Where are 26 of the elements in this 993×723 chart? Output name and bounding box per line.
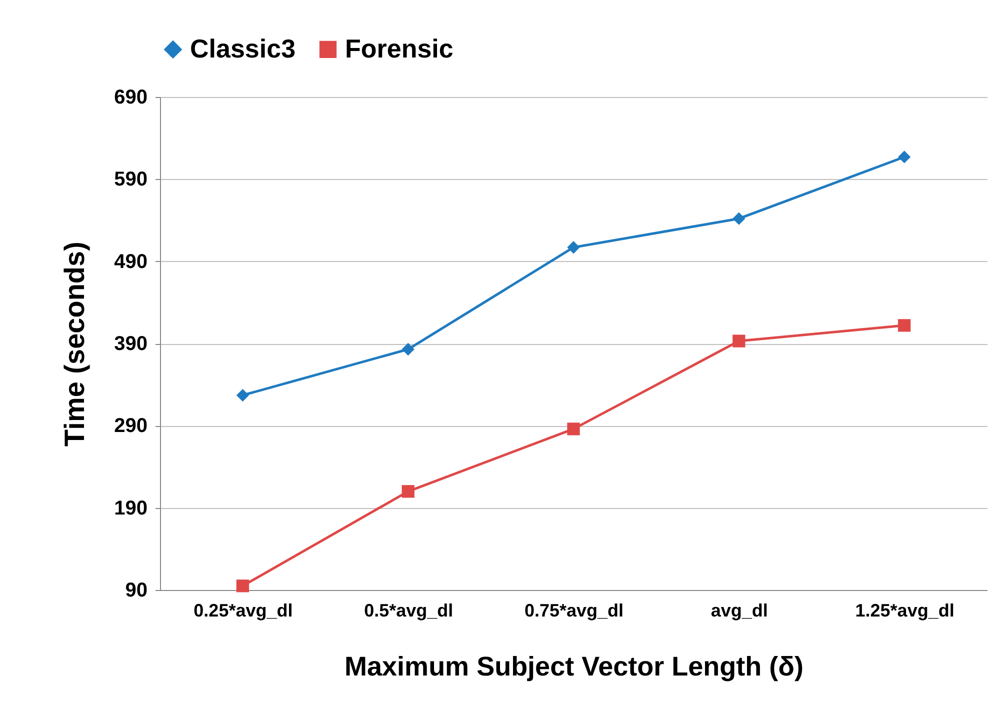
- x-axis-title: Maximum Subject Vector Length (δ): [344, 652, 804, 682]
- point: [236, 580, 250, 592]
- point: [567, 422, 580, 436]
- point: [402, 342, 414, 356]
- x-tick-label: 1.25*avg_dl: [855, 600, 954, 620]
- legend-label: Forensic: [345, 33, 454, 64]
- y-tick-label: 690: [114, 86, 148, 108]
- point: [898, 150, 911, 164]
- y-tick-label: 490: [114, 250, 148, 273]
- point: [898, 319, 911, 332]
- x-tick-label: 0.25*avg_dl: [194, 600, 293, 620]
- point: [567, 241, 580, 254]
- legend-label: Classic3: [190, 33, 296, 64]
- y-tick-label: 390: [114, 333, 148, 355]
- point: [402, 485, 414, 498]
- point: [732, 334, 746, 348]
- x-tick-label: 0.75*avg_dl: [524, 600, 624, 620]
- y-axis-title: Time (seconds): [59, 242, 90, 446]
- point: [732, 212, 746, 225]
- x-tick-label: 0.5*avg_dl: [364, 600, 454, 620]
- y-tick-label: 90: [125, 580, 148, 602]
- y-tick-label: 290: [114, 415, 148, 438]
- y-tick-label: 190: [114, 497, 148, 520]
- y-tick-label: 590: [114, 168, 148, 191]
- point: [236, 388, 250, 402]
- x-tick-label: avg_dl: [710, 600, 768, 620]
